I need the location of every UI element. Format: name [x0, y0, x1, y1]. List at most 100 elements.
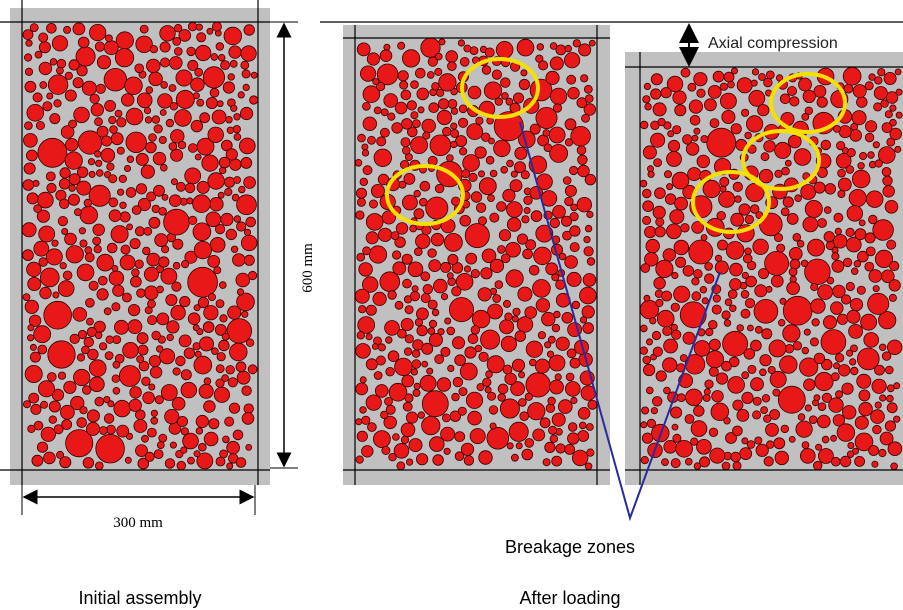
particle: [481, 268, 492, 279]
particle: [356, 456, 363, 463]
particle: [24, 54, 31, 61]
particle: [77, 264, 94, 281]
particle: [847, 451, 854, 458]
particle: [406, 412, 417, 423]
particle: [713, 71, 724, 82]
particle: [226, 116, 233, 123]
particle: [505, 313, 513, 321]
particle: [675, 197, 688, 210]
particle: [890, 261, 899, 270]
particle: [475, 345, 482, 352]
particle: [219, 157, 230, 168]
particle: [859, 402, 873, 416]
particle: [849, 189, 866, 206]
particle: [40, 268, 59, 287]
particle: [651, 408, 657, 414]
particle: [358, 134, 366, 142]
particle: [864, 333, 879, 348]
particle: [208, 127, 224, 143]
particle: [221, 61, 230, 70]
particle: [764, 457, 773, 466]
particle: [522, 216, 529, 223]
particle: [655, 227, 665, 237]
particle: [65, 233, 77, 245]
particle: [154, 125, 162, 133]
particle: [437, 110, 451, 124]
particle: [242, 311, 248, 317]
particle: [97, 254, 114, 271]
particle: [852, 170, 870, 188]
particle: [521, 171, 529, 179]
particle: [581, 75, 588, 82]
particle: [439, 39, 445, 45]
particle: [566, 373, 574, 381]
particle: [117, 189, 123, 195]
particle: [114, 320, 128, 334]
particle: [47, 373, 56, 382]
particle: [760, 369, 767, 376]
particle: [835, 354, 844, 363]
particle: [452, 393, 460, 401]
particle: [386, 367, 395, 376]
particle: [73, 308, 87, 322]
particle: [160, 164, 167, 171]
particle: [850, 359, 856, 365]
particle: [525, 307, 537, 319]
particle: [356, 383, 368, 395]
particle: [737, 409, 749, 421]
particle: [885, 111, 892, 118]
particle: [106, 336, 114, 344]
particle: [377, 137, 386, 146]
particle: [762, 329, 772, 339]
particle: [160, 42, 170, 52]
particle: [174, 48, 182, 56]
particle: [533, 429, 545, 441]
particle: [755, 285, 767, 297]
particle: [689, 240, 713, 264]
particle: [847, 310, 860, 323]
particle: [525, 439, 534, 448]
particle: [883, 186, 895, 198]
particle: [848, 442, 854, 448]
particle: [694, 406, 705, 417]
particle: [49, 416, 57, 424]
particle: [851, 367, 859, 375]
particle: [421, 294, 430, 303]
particle: [104, 414, 114, 424]
particle: [77, 354, 84, 361]
particle: [467, 124, 483, 140]
particle: [746, 116, 762, 132]
particle: [126, 132, 147, 153]
particle: [373, 431, 390, 448]
particle: [837, 424, 855, 442]
particle: [199, 337, 213, 351]
particle: [451, 123, 457, 129]
particle: [550, 435, 558, 443]
particle: [173, 368, 180, 375]
particle: [817, 415, 830, 428]
particle: [645, 103, 652, 110]
particle: [35, 51, 42, 58]
particle: [360, 178, 368, 186]
particle: [238, 92, 244, 98]
particle: [868, 293, 889, 314]
particle: [771, 275, 783, 287]
particle: [458, 40, 464, 46]
particle: [58, 216, 67, 225]
particle: [509, 422, 528, 441]
particle: [579, 44, 591, 56]
particle: [515, 147, 527, 159]
particle: [420, 181, 430, 191]
particle: [663, 326, 672, 335]
particle: [578, 155, 588, 165]
particle: [175, 110, 192, 127]
particle: [511, 454, 518, 461]
particle: [486, 371, 493, 378]
particle: [570, 358, 580, 368]
particle: [128, 304, 139, 315]
particle: [204, 306, 218, 320]
particle: [24, 134, 38, 148]
particle: [164, 209, 190, 235]
particle: [787, 86, 796, 95]
particle: [149, 384, 155, 390]
